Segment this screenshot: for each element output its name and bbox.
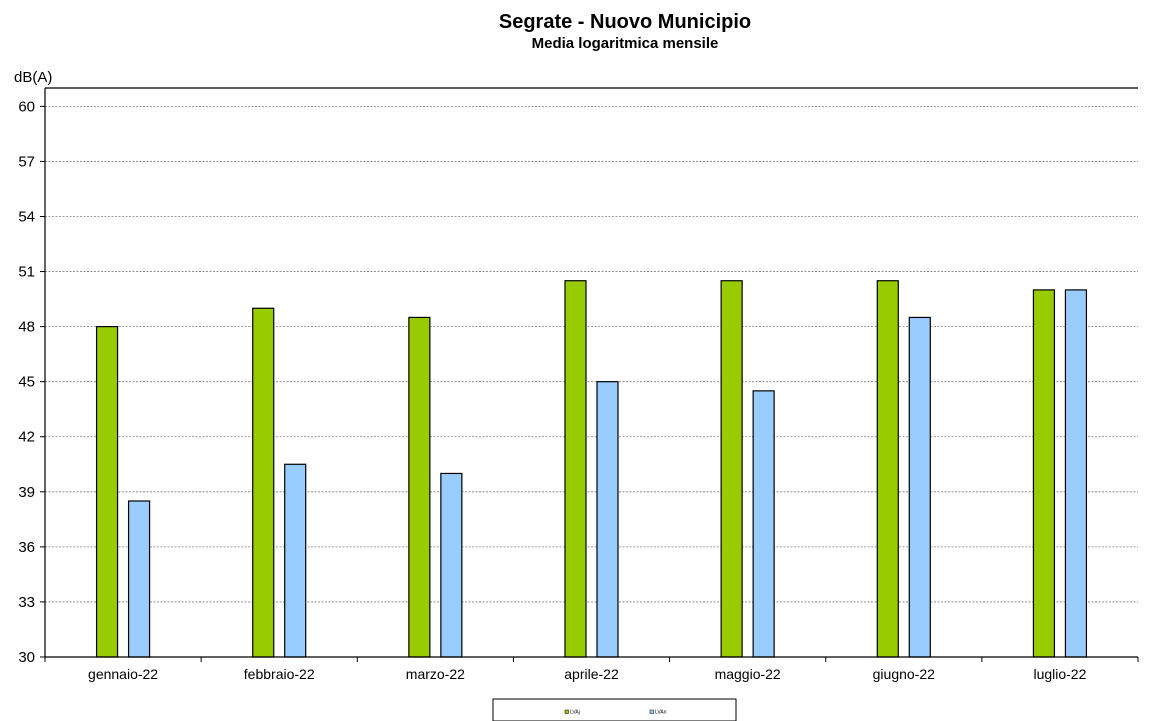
bar-lvaj-luglio-22 bbox=[1032, 289, 1056, 658]
x-tick-label: luglio-22 bbox=[1033, 666, 1086, 682]
bar-lvan-maggio-22 bbox=[752, 390, 775, 658]
x-tick-label: febbraio-22 bbox=[244, 666, 315, 682]
bar-lvan-aprile-22 bbox=[596, 381, 619, 658]
x-tick-label: marzo-22 bbox=[406, 666, 465, 682]
y-tick-label: 51 bbox=[18, 264, 35, 281]
x-tick-label: aprile-22 bbox=[564, 666, 619, 682]
bar-lvan-giugno-22 bbox=[908, 316, 931, 658]
y-tick-label: 54 bbox=[18, 208, 35, 225]
x-tick-label: maggio-22 bbox=[715, 666, 781, 682]
bar-lvan-marzo-22 bbox=[440, 472, 463, 658]
y-tick-label: 36 bbox=[18, 539, 35, 556]
gridlines bbox=[45, 105, 1138, 603]
bars bbox=[95, 280, 1088, 658]
legend: LVAj LVAn bbox=[492, 698, 737, 721]
bar-lvaj-gennaio-22 bbox=[95, 326, 119, 658]
x-axis-ticks: gennaio-22 febbraio-22 marzo-22 aprile-22 ma… bbox=[44, 657, 1139, 682]
bar-lvan-febbraio-22 bbox=[284, 463, 307, 658]
legend-box bbox=[492, 698, 737, 721]
y-tick-label: 57 bbox=[18, 153, 35, 170]
bar-lvaj-giugno-22 bbox=[876, 280, 899, 658]
axes bbox=[44, 87, 1138, 658]
chart-title: Segrate - Nuovo Municipio bbox=[499, 11, 751, 33]
y-tick-label: 48 bbox=[18, 319, 35, 336]
bar-lvaj-febbraio-22 bbox=[252, 307, 275, 658]
y-tick-label: 45 bbox=[18, 374, 35, 391]
y-tick-label: 39 bbox=[18, 484, 35, 501]
bar-lvaj-aprile-22 bbox=[564, 280, 587, 658]
y-axis-ticks: 30 33 36 39 42 45 48 51 54 57 60 bbox=[18, 98, 45, 666]
bar-lvaj-maggio-22 bbox=[720, 280, 743, 658]
bar-lvan-gennaio-22 bbox=[127, 500, 151, 658]
chart-subtitle: Media logaritmica mensile bbox=[532, 35, 719, 52]
x-tick-label: giugno-22 bbox=[873, 666, 935, 682]
y-tick-label: 42 bbox=[18, 429, 35, 446]
x-tick-label: gennaio-22 bbox=[88, 666, 158, 682]
legend-swatch-lvan bbox=[649, 709, 654, 714]
legend-label-lvaj: LVAj bbox=[570, 710, 580, 716]
y-tick-label: 30 bbox=[18, 649, 35, 666]
legend-swatch-lvaj bbox=[564, 709, 569, 714]
legend-label-lvan: LVAn bbox=[655, 710, 667, 716]
y-unit-label: dB(A) bbox=[14, 69, 52, 86]
bar-lvaj-marzo-22 bbox=[408, 316, 431, 658]
y-tick-label: 60 bbox=[18, 98, 35, 115]
bar-lvan-luglio-22 bbox=[1064, 289, 1088, 658]
y-tick-label: 33 bbox=[18, 594, 35, 611]
